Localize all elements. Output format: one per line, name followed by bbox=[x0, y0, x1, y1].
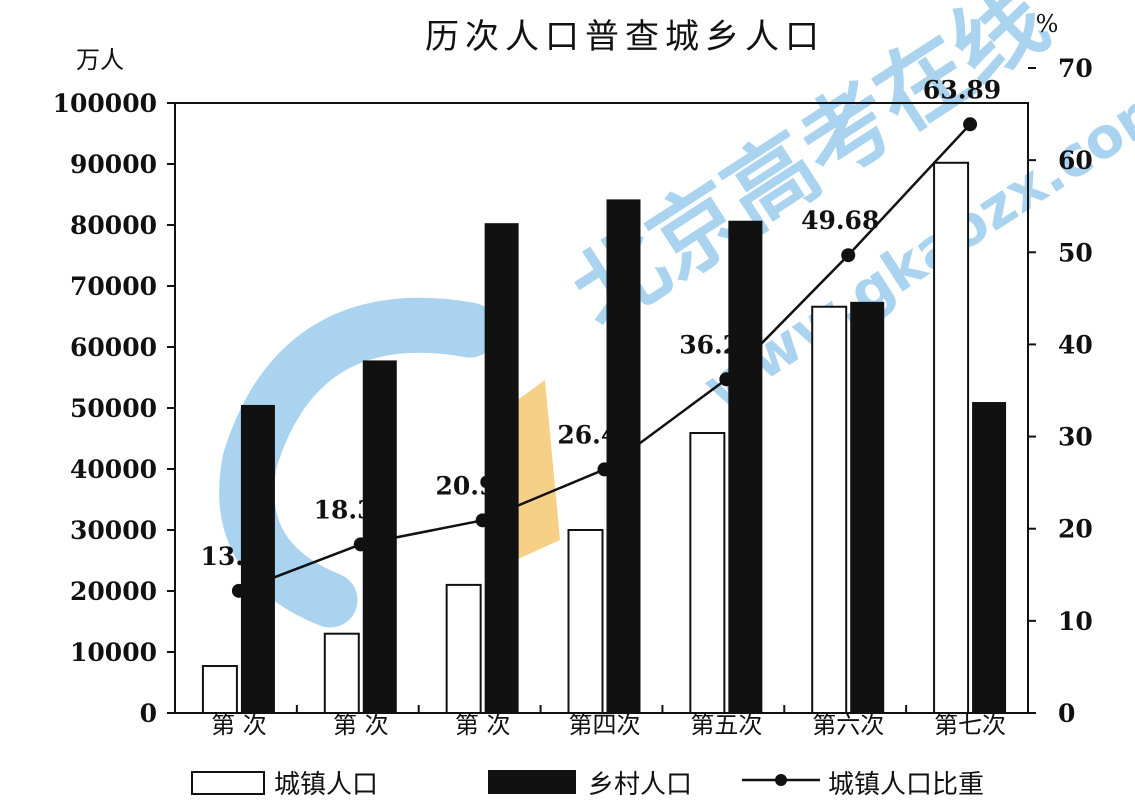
right-tick-label: 30 bbox=[1058, 423, 1093, 452]
left-tick-label: 90000 bbox=[70, 150, 157, 179]
right-tick-label: 70 bbox=[1058, 54, 1093, 83]
legend-swatch-rural bbox=[488, 770, 576, 794]
legend: 城镇人口 乡村人口 城镇人口比重 bbox=[191, 770, 984, 800]
watermark-logo-arc bbox=[219, 297, 498, 628]
chart-title: 历次人口普查城乡人口 bbox=[425, 17, 825, 57]
category-label: 第六次 bbox=[812, 711, 884, 739]
bar-rural bbox=[484, 223, 519, 714]
share-data-label: 49.68 bbox=[801, 206, 879, 235]
share-data-label: 20.91 bbox=[435, 471, 513, 500]
bar-rural bbox=[972, 402, 1007, 713]
category-label: 第 次 bbox=[333, 711, 389, 739]
left-tick-label: 100000 bbox=[53, 89, 157, 118]
share-data-label: 13.2 bbox=[200, 542, 261, 571]
bar-urban bbox=[567, 529, 604, 714]
right-tick-label: 50 bbox=[1058, 238, 1093, 267]
left-tick-label: 80000 bbox=[70, 211, 157, 240]
legend-label-rural: 乡村人口 bbox=[588, 770, 692, 800]
category-label: 第 次 bbox=[455, 711, 511, 739]
right-tick-label: 0 bbox=[1058, 699, 1075, 728]
left-tick-label: 30000 bbox=[70, 516, 157, 545]
right-tick-label: 10 bbox=[1058, 607, 1093, 636]
left-tick-label: 40000 bbox=[70, 455, 157, 484]
bar-urban bbox=[201, 665, 238, 715]
left-tick-label: 10000 bbox=[70, 638, 157, 667]
bar-urban bbox=[811, 305, 848, 714]
bars bbox=[201, 161, 1007, 715]
left-axis-unit: 万人 bbox=[76, 46, 124, 74]
right-tick-label: 20 bbox=[1058, 515, 1093, 544]
legend-swatch-urban bbox=[191, 771, 265, 795]
bar-rural bbox=[728, 220, 763, 714]
share-point bbox=[841, 248, 856, 263]
right-axis-unit: % bbox=[1036, 10, 1059, 38]
bar-urban bbox=[445, 583, 482, 715]
left-axis: 0 10000 20000 30000 40000 50000 60000 70000 8000… bbox=[53, 89, 175, 728]
share-point bbox=[719, 372, 734, 387]
bar-rural bbox=[850, 301, 885, 713]
share-data-label: 26.44 bbox=[557, 420, 635, 449]
share-point bbox=[353, 537, 368, 552]
left-tick-label: 0 bbox=[140, 699, 157, 728]
share-point bbox=[231, 583, 246, 598]
share-data-label: 36.22 bbox=[679, 330, 757, 359]
share-point bbox=[597, 462, 612, 477]
category-label: 第五次 bbox=[690, 711, 762, 739]
left-tick-label: 60000 bbox=[70, 333, 157, 362]
bar-urban bbox=[933, 161, 970, 714]
bar-rural bbox=[362, 360, 397, 713]
category-axis: 第 次 第 次 第 次 第四次 第五次 第六次 第七次 bbox=[211, 705, 1029, 739]
share-data-label: 63.89 bbox=[923, 75, 1001, 104]
share-data-label: 18.30 bbox=[314, 495, 392, 524]
bar-urban bbox=[689, 432, 726, 714]
right-tick-label: 40 bbox=[1058, 330, 1093, 359]
legend-swatch-marker bbox=[775, 774, 787, 786]
share-point bbox=[475, 513, 490, 528]
left-tick-label: 20000 bbox=[70, 577, 157, 606]
category-label: 第四次 bbox=[569, 711, 641, 739]
right-axis: 0 10 20 30 40 50 60 70 bbox=[1028, 54, 1093, 728]
left-tick-label: 70000 bbox=[70, 272, 157, 301]
left-tick-label: 50000 bbox=[70, 394, 157, 423]
share-point bbox=[963, 117, 978, 132]
urban-share-line: 13.2 18.30 20.91 26.44 36.22 49.68 63.89 bbox=[200, 75, 1001, 598]
bar-urban bbox=[323, 632, 360, 715]
legend-label-urban: 城镇人口 bbox=[274, 770, 378, 800]
bar-rural bbox=[240, 404, 275, 713]
category-label: 第 次 bbox=[211, 711, 267, 739]
category-label: 第七次 bbox=[934, 711, 1006, 739]
right-tick-label: 60 bbox=[1058, 146, 1093, 175]
legend-label-share: 城镇人口比重 bbox=[828, 770, 984, 800]
